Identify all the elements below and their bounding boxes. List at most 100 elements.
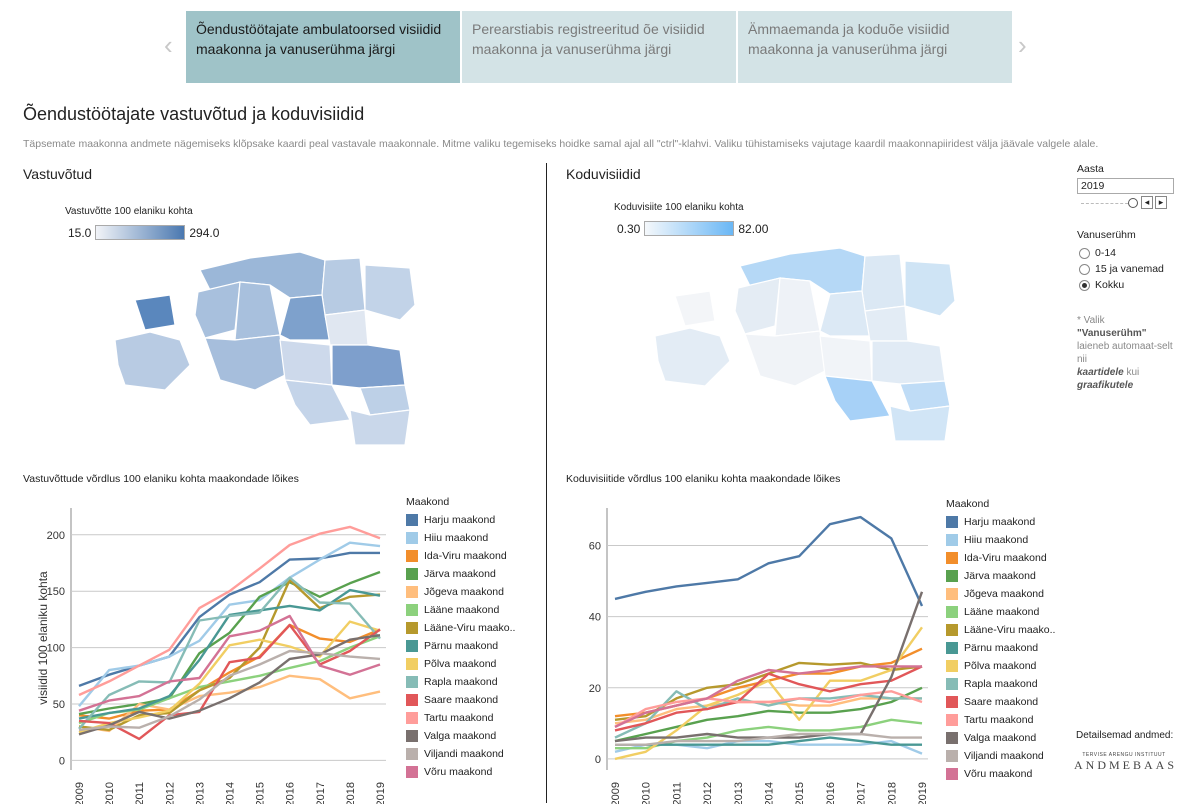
map-region-ida-viru[interactable] [364,264,416,321]
series-line-j-geva-maakond[interactable] [78,674,381,733]
legend-item[interactable]: Ida-Viru maakond [946,549,1055,567]
map-region-laane-viru[interactable] [861,253,906,312]
series-line-hiiu-maakond[interactable] [78,541,381,707]
map-region-rapla[interactable] [774,277,821,337]
next-arrow[interactable]: › [1018,30,1027,60]
andmebaas-logo[interactable]: TERVISE ARENGU INSTITUUT ANDMEBAAS [1074,752,1174,773]
radio-age-0-14[interactable]: 0-14 [1079,245,1164,261]
legend-item[interactable]: Põlva maakond [946,657,1055,675]
prev-arrow[interactable]: ‹ [164,30,173,60]
legend-item[interactable]: Saare maakond [946,693,1055,711]
radio-circle[interactable] [1079,279,1090,291]
map-region-saare[interactable] [114,331,191,391]
legend-item[interactable]: Hiiu maakond [946,531,1055,549]
tab-midwife-home-visits[interactable]: Ämmaemanda ja koduõe visiidid maakonna j… [738,11,1012,83]
map-region-parnu[interactable] [744,330,826,387]
legend-item[interactable]: Ida-Viru maakond [406,547,515,565]
map-region-ida-viru[interactable] [904,260,956,317]
year-slider-track[interactable] [1081,203,1133,205]
series-line-tartu-maakond[interactable] [614,690,923,728]
map-region-laane[interactable] [734,277,781,335]
legend-item[interactable]: Valga maakond [946,729,1055,747]
map-region-voru[interactable] [349,409,411,446]
legend-item[interactable]: Pärnu maakond [946,639,1055,657]
map-region-viljandi[interactable] [279,339,333,386]
legend-item[interactable]: Rapla maakond [946,675,1055,693]
radio-circle[interactable] [1079,247,1090,259]
map-region-jarva[interactable] [819,290,871,337]
legend-item[interactable]: Tartu maakond [406,709,515,727]
legend-item[interactable]: Järva maakond [406,565,515,583]
radio-age-15-plus[interactable]: 15 ja vanemad [1079,261,1164,277]
map-region-hiiu[interactable] [134,294,176,331]
series-line-j-rva-maakond[interactable] [614,686,923,743]
map-region-jogeva[interactable] [324,309,369,346]
legend-label: Valga maakond [424,730,497,742]
legend-item[interactable]: Lääne maakond [946,603,1055,621]
legend-item[interactable]: Rapla maakond [406,673,515,691]
legend-item[interactable]: Tartu maakond [946,711,1055,729]
series-line-harju-maakond[interactable] [78,551,380,688]
legend-item[interactable]: Võru maakond [406,763,515,781]
legend-item[interactable]: Lääne-Viru maako.. [406,619,515,637]
series-line-j-rva-maakond[interactable] [78,570,381,716]
legend-label: Harju maakond [424,514,496,526]
map-region-valga[interactable] [284,379,351,426]
series-line-valga-maakond[interactable] [78,634,381,736]
map-region-tartu[interactable] [331,344,406,389]
map-region-saare[interactable] [654,327,731,387]
legend-item[interactable]: Järva maakond [946,567,1055,585]
map-region-voru[interactable] [889,405,951,442]
map-region-jogeva[interactable] [864,305,909,342]
radio-circle[interactable] [1079,263,1090,275]
legend-item[interactable]: Saare maakond [406,691,515,709]
legend-item[interactable]: Viljandi maakond [946,747,1055,765]
series-line-saare-maakond[interactable] [78,623,381,741]
tab-ambulatory-visits[interactable]: Õendustöötajate ambulatoorsed visiidid m… [186,11,460,83]
series-line-rapla-maakond[interactable] [614,690,922,739]
legend-label: Rapla maakond [964,678,1038,690]
legend-item[interactable]: Valga maakond [406,727,515,745]
year-next-button[interactable]: ▸ [1155,196,1167,209]
map-region-jarva[interactable] [279,294,331,341]
series-line-harju-maakond[interactable] [614,515,924,607]
map-region-rapla[interactable] [234,281,281,341]
home-visits-map[interactable] [650,236,970,446]
year-slider-handle[interactable] [1128,198,1138,208]
legend-item[interactable]: Jõgeva maakond [946,585,1055,603]
legend-item[interactable]: Hiiu maakond [406,529,515,547]
map-region-viljandi[interactable] [819,335,873,382]
series-line-tartu-maakond[interactable] [78,525,381,697]
map-region-laane-viru[interactable] [321,257,366,316]
radio-age-total[interactable]: Kokku [1079,277,1164,293]
receptions-map[interactable] [110,240,430,450]
legend-item[interactable]: Lääne maakond [406,601,515,619]
legend-item[interactable]: Jõgeva maakond [406,583,515,601]
x-tick-label: 2012 [164,782,176,804]
legend-item[interactable]: Harju maakond [946,513,1055,531]
map-region-laane[interactable] [194,281,241,339]
legend-item[interactable]: Pärnu maakond [406,637,515,655]
legend-item[interactable]: Lääne-Viru maako.. [946,621,1055,639]
x-tick-label: 2012 [702,782,714,804]
map-region-parnu[interactable] [204,334,286,391]
series-line-saare-maakond[interactable] [614,665,923,732]
year-prev-button[interactable]: ◂ [1141,196,1153,209]
series-line-v-ru-maakond[interactable] [614,665,922,728]
tab-family-nurse-visits[interactable]: Perearstiabis registreeritud õe visiidid… [462,11,736,83]
legend-item[interactable]: Viljandi maakond [406,745,515,763]
map-region-valga[interactable] [824,375,891,422]
series-line-viljandi-maakond[interactable] [78,649,381,732]
legend-item[interactable]: Võru maakond [946,765,1055,783]
series-line-viljandi-maakond[interactable] [615,732,922,746]
series-line-p-lva-maakond[interactable] [78,620,381,734]
series-line-v-ru-maakond[interactable] [78,614,381,712]
legend-item[interactable]: Põlva maakond [406,655,515,673]
map-region-hiiu[interactable] [674,290,716,327]
left-scale-min: 15.0 [68,225,92,240]
series-line-rapla-maakond[interactable] [78,576,381,730]
series-line-p-rnu-maakond[interactable] [615,736,922,746]
year-select[interactable]: 2019 [1077,178,1174,194]
legend-item[interactable]: Harju maakond [406,511,515,529]
map-region-tartu[interactable] [871,340,946,385]
